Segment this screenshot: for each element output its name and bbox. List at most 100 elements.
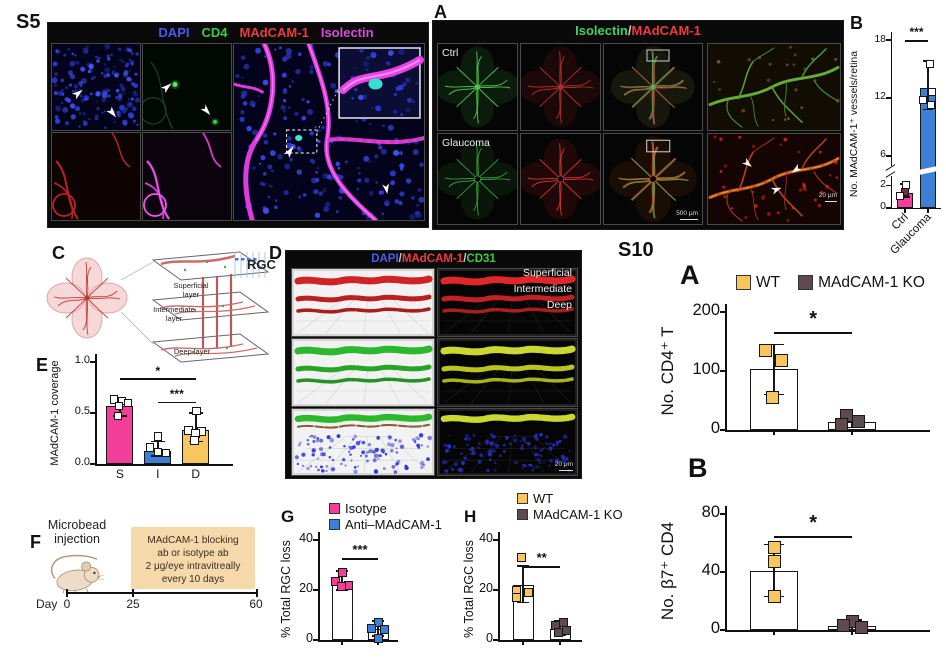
sig-marker: *: [809, 308, 818, 331]
s5-channel-isolectin: Isolectin: [320, 25, 374, 40]
f-day-25: 25: [126, 597, 140, 611]
f-day-60: 60: [249, 597, 263, 611]
g-legend-isotype: Isotype: [329, 502, 442, 515]
x-axis: [725, 630, 930, 633]
data-point: [767, 555, 781, 569]
a-channel-madcam1: MAdCAM-1: [631, 23, 701, 38]
d-madcam1-3d-black: [437, 268, 578, 337]
d-dapi-3d-white: [291, 408, 435, 476]
data-point: [366, 623, 376, 633]
x-label: I: [156, 467, 160, 481]
y-tick: [313, 639, 318, 641]
y-tick-label: 1.0: [74, 354, 90, 367]
error-cap: [764, 343, 785, 346]
anti-madcam1-swatch-icon: [329, 519, 340, 530]
y-tick-label: 18: [874, 32, 886, 45]
y-tick-label: 0.0: [74, 456, 90, 469]
panel-c-label: C: [52, 243, 65, 263]
sig-line: [119, 378, 196, 380]
h-legend: WT MAdCAM-1 KO: [517, 492, 623, 521]
x-label: D: [191, 467, 201, 481]
error-bar: [194, 413, 197, 442]
y-tick-label: 40: [701, 560, 720, 579]
s10-legend-ko: MAdCAM-1 KO: [798, 275, 925, 291]
sig-line: [157, 401, 196, 404]
a-glaucoma-merge-image: 500 μm: [603, 133, 703, 225]
y-tick: [90, 412, 95, 414]
a-glaucoma-zoom-image: 20 μm: [707, 133, 841, 225]
d-channel-header: DAPI / MAdCAM-1 / CD31: [286, 253, 581, 266]
s5-isolectin-image: [142, 132, 232, 221]
panel-h-label: H: [464, 507, 477, 526]
sig-marker: ***: [169, 386, 184, 401]
d-channel-dapi: DAPI: [371, 253, 399, 265]
f-injection-label: Microbead injection: [42, 518, 112, 547]
y-tick: [886, 207, 891, 209]
isotype-swatch-icon: [329, 503, 340, 514]
a-channel-isolectin: Isolectin: [575, 23, 628, 38]
data-point: [153, 432, 163, 441]
d-scalebar-20-line: [559, 469, 573, 471]
a-channel-slash: /: [627, 23, 632, 38]
data-point: [523, 588, 533, 597]
panel-s5-label: S5: [16, 11, 41, 33]
y-tick: [886, 39, 891, 41]
data-point: [896, 192, 904, 201]
data-point: [765, 391, 779, 405]
sig-marker: ***: [352, 542, 368, 558]
data-point: [758, 343, 772, 357]
y-tick-label: 20: [299, 581, 313, 596]
c-layers-diagram: [35, 250, 270, 374]
a-scalebar-500: 500 μm: [676, 210, 698, 220]
data-point: [851, 414, 865, 428]
error-cap: [923, 108, 933, 111]
data-point: [373, 618, 383, 627]
c-superficial-layer-label: Superficial layer: [173, 281, 209, 299]
y-tick-label: 0: [710, 618, 720, 637]
y-axis: [891, 32, 893, 208]
y-tick: [720, 311, 725, 313]
a-channel-header: Isolectin / MAdCAM-1: [433, 24, 843, 37]
sig-marker: *: [809, 512, 818, 535]
data-point: [926, 60, 934, 69]
s5-madcam1-image: [51, 132, 141, 221]
f-timeline-tick-60: [256, 589, 258, 597]
x-tick: [559, 640, 561, 645]
y-tick: [493, 589, 498, 591]
d-scalebar-20: 20 μm: [555, 461, 573, 471]
data-point: [379, 624, 389, 634]
c-deep-layer-label: Deep layer: [173, 347, 211, 356]
h-legend-wt: WT: [517, 492, 623, 505]
x-axis: [891, 208, 941, 210]
y-tick-label: 6: [880, 148, 886, 161]
d-3d-panel: DAPI / MAdCAM-1 / CD31 20 μm: [285, 250, 582, 479]
s10-legend-wt-label: WT: [756, 274, 781, 291]
x-tick: [851, 430, 853, 435]
a-glaucoma-isolectin-image: Glaucoma: [437, 133, 518, 225]
data-point: [834, 418, 848, 432]
data-point: [767, 540, 781, 554]
g-legend-anti: Anti–MAdCAM-1: [329, 518, 442, 531]
a-ctrl-label: Ctrl: [442, 47, 459, 59]
data-point: [192, 406, 201, 416]
sig-line: [342, 558, 378, 560]
e-y-axis-title: MAdCAM-1 coverage: [49, 360, 61, 466]
y-axis: [498, 532, 500, 640]
g-legend-isotype-label: Isotype: [345, 501, 387, 516]
a-ctrl-isolectin-image: Ctrl: [437, 43, 518, 131]
y-tick-label: 200: [692, 300, 720, 319]
x-tick: [341, 640, 343, 645]
d-madcam1-3d-white: [291, 268, 435, 337]
x-axis: [498, 640, 582, 642]
a-scalebar-20-text: 20 μm: [818, 191, 837, 199]
d-intermediate-label: Intermediate: [513, 283, 572, 295]
y-tick: [313, 589, 318, 591]
s10a-bar-chart: 0 100 200 *: [692, 302, 930, 436]
h-bar-chart: 0 20 40 **: [479, 532, 582, 645]
d-scalebar-20-text: 20 μm: [554, 460, 573, 468]
a-scalebar-500-text: 500 μm: [676, 209, 698, 217]
sig-line: [774, 332, 853, 334]
a-ctrl-zoom-image: [707, 43, 841, 131]
b-y-axis-title: No. MAdCAM-1⁺ vessels/retina: [848, 50, 860, 198]
s10-legend: WT MAdCAM-1 KO: [736, 275, 925, 291]
